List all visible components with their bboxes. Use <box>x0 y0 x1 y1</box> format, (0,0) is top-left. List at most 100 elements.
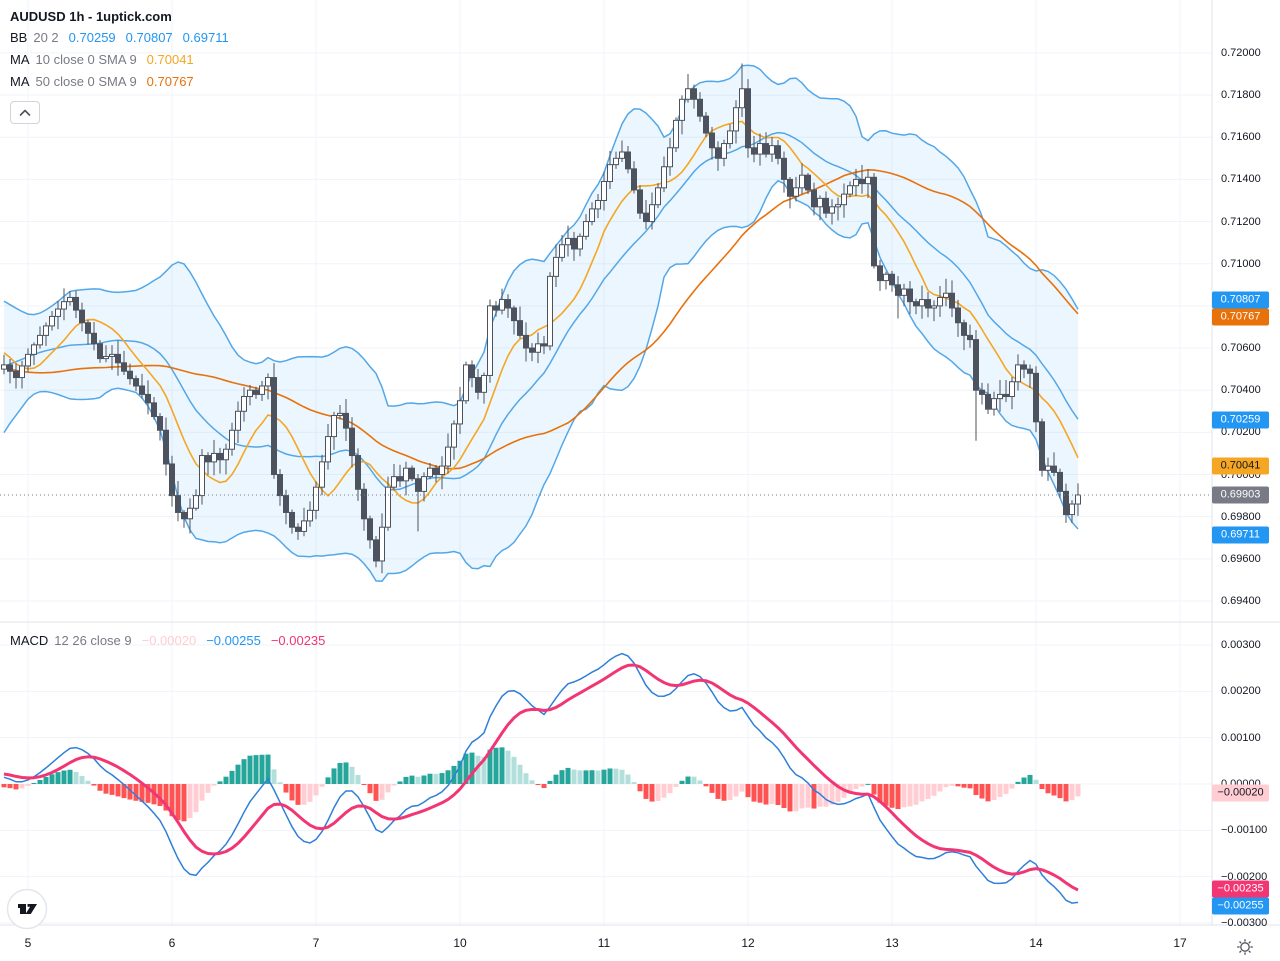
bb-params: 20 2 <box>33 29 59 45</box>
candle-up <box>607 164 613 183</box>
macd-histogram-bar <box>343 762 349 784</box>
macd-histogram-bar <box>25 784 31 786</box>
macd-histogram-bar <box>697 780 703 784</box>
candle-down <box>133 378 139 387</box>
macd-histogram-bar <box>631 782 637 784</box>
candle-up <box>229 429 235 450</box>
macd-tick-label: 0.00300 <box>1221 639 1261 651</box>
candle-down <box>163 429 169 465</box>
ma10-value: 0.70041 <box>146 51 194 67</box>
indicator-ma10[interactable]: MA 10 close 0 SMA 9 0.70041 <box>10 48 229 70</box>
macd-histogram-bar <box>469 752 475 784</box>
macd-histogram-bar <box>415 776 421 784</box>
candle-up <box>535 343 541 353</box>
candle-up <box>943 292 949 298</box>
axis-price-badge: 0.70259 <box>1212 411 1269 429</box>
macd-histogram-bar <box>385 784 391 793</box>
macd-histogram-bar <box>37 779 43 784</box>
time-tick-label: 13 <box>885 936 899 950</box>
macd-histogram-bar <box>973 784 979 795</box>
candle-down <box>433 467 439 476</box>
macd-histogram-bar <box>751 784 757 802</box>
candle-up <box>595 199 601 210</box>
macd-histogram-bar <box>127 784 133 800</box>
candle-up <box>1015 364 1021 383</box>
candle-up <box>481 374 487 393</box>
macd-histogram-bar <box>523 773 529 784</box>
candle-up <box>673 119 679 149</box>
candle-down <box>7 364 13 372</box>
candle-down <box>277 474 283 497</box>
macd-histogram-bar <box>967 784 973 789</box>
macd-histogram-bar <box>133 784 139 801</box>
candle-up <box>841 193 847 206</box>
macd-histogram-bar <box>313 784 319 796</box>
indicator-ma50[interactable]: MA 50 close 0 SMA 9 0.70767 <box>10 70 229 92</box>
macd-histogram-bar <box>1015 781 1021 784</box>
tradingview-logo[interactable] <box>6 888 48 930</box>
macd-histogram-bar <box>223 776 229 784</box>
indicator-macd[interactable]: MACD 12 26 close 9 −0.00020 −0.00255 −0.… <box>10 629 325 651</box>
time-tick-label: 5 <box>24 936 32 950</box>
candle-up <box>685 88 691 100</box>
symbol-title[interactable]: AUDUSD 1h - 1uptick.com <box>10 8 172 24</box>
candle-down <box>1063 490 1069 516</box>
candle-up <box>487 305 493 376</box>
candle-down <box>157 416 163 431</box>
macd-histogram-bar <box>607 768 613 784</box>
time-tick-label: 11 <box>597 936 611 950</box>
macd-histogram-bar <box>451 765 457 784</box>
candle-up <box>43 325 49 336</box>
macd-histogram-bar <box>1063 784 1069 802</box>
candle-down <box>811 189 817 208</box>
settings-gear-icon[interactable] <box>1236 938 1254 956</box>
time-tick-label: 17 <box>1173 936 1187 950</box>
macd-histogram-bar <box>901 784 907 808</box>
candle-down <box>475 377 481 393</box>
candle-up <box>67 296 73 303</box>
bb-lower-value: 0.69711 <box>182 29 229 45</box>
candle-down <box>217 452 223 461</box>
macd-histogram-bar <box>55 772 61 784</box>
macd-histogram-bar <box>601 769 607 784</box>
macd-histogram-bar <box>1003 784 1009 794</box>
candle-up <box>565 237 571 246</box>
macd-histogram-bar <box>577 770 583 784</box>
candle-up <box>211 452 217 463</box>
candle-up <box>37 334 43 346</box>
candle-down <box>625 151 631 170</box>
candle-up <box>739 88 745 109</box>
indicator-bb[interactable]: BB 20 2 0.70259 0.70807 0.69711 <box>10 26 229 48</box>
candle-down <box>97 343 103 360</box>
collapse-indicators-button[interactable] <box>10 101 40 124</box>
candle-down <box>895 284 901 296</box>
macd-histogram-bar <box>571 769 577 784</box>
candle-up <box>259 385 265 395</box>
macd-histogram-bar <box>157 784 163 807</box>
macd-histogram-bar <box>781 784 787 808</box>
candle-down <box>343 412 349 429</box>
macd-tick-label: 0.00100 <box>1221 731 1261 744</box>
macd-histogram-bar <box>337 762 343 784</box>
candles <box>1 63 1081 574</box>
macd-histogram-bar <box>319 784 325 787</box>
macd-hist-value: −0.00020 <box>141 632 197 648</box>
macd-histogram-bar <box>775 784 781 805</box>
macd-histogram-bar <box>1027 774 1033 784</box>
macd-histogram-bar <box>13 784 19 790</box>
macd-signal-line <box>3 663 1079 892</box>
macd-histogram-bar <box>355 774 361 784</box>
price-tick-label: 0.69600 <box>1221 552 1261 565</box>
macd-histogram-bar <box>499 747 505 784</box>
macd-histogram-bar <box>193 784 199 813</box>
candle-down <box>91 332 97 345</box>
candle-down <box>409 467 415 480</box>
macd-histogram-bar <box>691 776 697 784</box>
bb-basis-value: 0.70259 <box>68 29 116 45</box>
macd-histogram-bar <box>961 784 967 788</box>
macd-histogram-bar <box>733 784 739 797</box>
candle-down <box>253 389 259 395</box>
macd-histogram-bar <box>565 767 571 784</box>
macd-histogram-bar <box>181 784 187 822</box>
